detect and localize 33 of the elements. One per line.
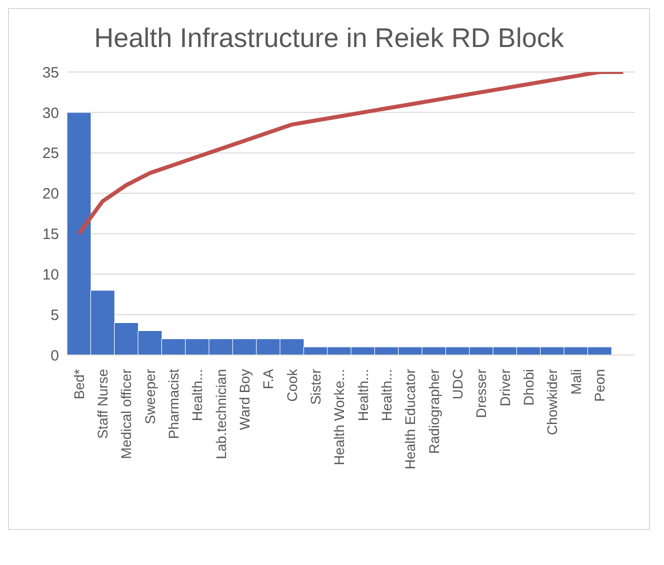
x-tick-label: Lab.technician (212, 369, 229, 460)
y-tick-label: 35 (42, 64, 59, 82)
x-tick-label: Sweeper (142, 368, 158, 424)
x-tick-label: Peon (592, 369, 608, 402)
y-tick-label: 10 (42, 266, 59, 284)
y-tick-label: 15 (42, 226, 59, 244)
y-tick-label: 30 (42, 104, 59, 122)
chart-title: Health Infrastructure in Reiek RD Block (93, 23, 565, 54)
x-tick-label: Health... (378, 369, 394, 422)
x-tick-label: Radiographer (426, 368, 442, 454)
x-tick-label: Dhobi (520, 369, 536, 406)
x-tick-label: Mali (568, 369, 584, 395)
x-tick-label: Medical officer (118, 368, 134, 460)
x-tick-label: Cook (284, 368, 300, 402)
x-tick-label: Health... (354, 369, 371, 422)
x-tick-label: Dresser (473, 368, 490, 418)
x-tick-label: Health Educator (402, 368, 418, 470)
x-tick-label: Bed* (70, 368, 87, 400)
x-tick-label: Ward Boy (236, 369, 252, 430)
y-tick-label: 25 (42, 145, 59, 162)
x-tick-label: Staff Nurse (94, 368, 110, 439)
y-tick-label: 5 (50, 306, 59, 324)
x-tick-label: UDC (450, 369, 466, 400)
x-tick-label: Sister (308, 368, 324, 405)
y-tick-label: 0 (50, 347, 59, 364)
x-tick-label: Driver (496, 368, 513, 406)
line-series (76, 72, 626, 236)
x-tick-label: Chowkider (544, 368, 560, 436)
x-tick-label: Pharmacist (166, 368, 182, 440)
x-tick-label: F.A (260, 368, 276, 390)
x-tick-label: Health Worke... (331, 369, 348, 466)
y-tick-label: 20 (42, 186, 59, 203)
x-tick-label: Health... (189, 369, 206, 422)
